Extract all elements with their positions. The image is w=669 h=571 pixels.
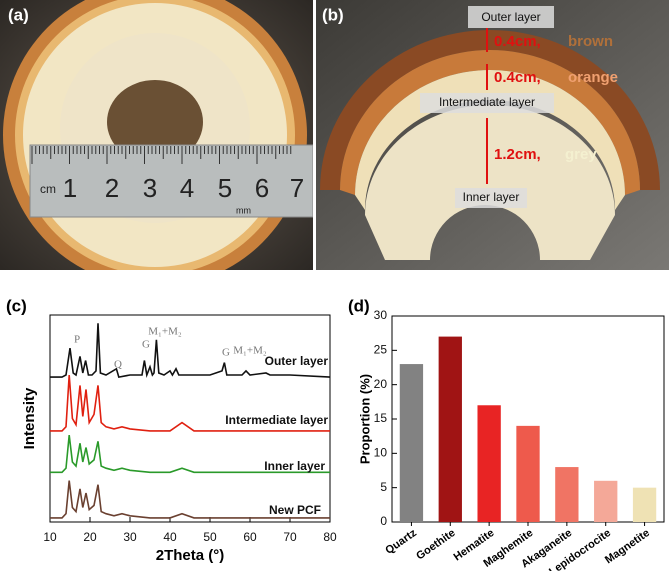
x-tick-label: 50 (203, 530, 217, 544)
ruler-label: 5 (218, 173, 232, 203)
photo-label: Inner layer (463, 190, 520, 204)
curve-label: Outer layer (265, 354, 329, 368)
x-tick-label: 20 (83, 530, 97, 544)
panel-label: (c) (6, 296, 27, 315)
x-tick-label: 30 (123, 530, 137, 544)
photo-a: cm 1 2 3 4 5 6 7 mm (a) (0, 0, 313, 270)
photo-label: Outer layer (481, 10, 540, 24)
x-tick-label: 40 (163, 530, 177, 544)
ruler-label: 7 (290, 173, 304, 203)
y-tick-label: 15 (374, 411, 388, 425)
photo-label: 0.4cm, (494, 33, 541, 50)
peak-annotation: M₁+M₂ (233, 345, 267, 357)
y-tick-label: 30 (374, 308, 388, 322)
xrd-chart: 10 20 30 40 50 60 70 80 Outer layer Intermediate … (6, 296, 337, 563)
peak-annotation: G (142, 339, 150, 351)
curve-label: New PCF (269, 503, 321, 517)
photo-label: grey (565, 146, 597, 163)
peak-annotation: P (74, 334, 80, 346)
ruler-label: 6 (255, 173, 269, 203)
bar-chart: 051015202530QuartzGoethiteHematiteMaghem… (348, 296, 665, 571)
peak-annotation: G (222, 347, 230, 359)
y-tick-label: 0 (380, 514, 387, 528)
ruler-unit: mm (236, 205, 251, 215)
bar (594, 480, 618, 522)
plot-frame (49, 314, 331, 523)
x-axis-title: 2Theta (°) (156, 547, 225, 564)
y-tick-label: 5 (380, 480, 387, 494)
x-tick-label: 10 (43, 530, 57, 544)
ruler-label: 1 (63, 173, 77, 203)
xrd-line (50, 480, 330, 519)
xrd-line (50, 435, 330, 474)
photo-label: brown (568, 33, 613, 50)
y-tick-label: 10 (374, 446, 388, 460)
bar (438, 336, 462, 522)
photo-label: 1.2cm, (494, 146, 541, 163)
xrd-line (50, 374, 330, 432)
panel-label: (b) (322, 5, 344, 24)
x-tick-label: 80 (323, 530, 337, 544)
x-tick-label: 70 (283, 530, 297, 544)
photo-b: Outer layer 0.4cm, brown 0.4cm, orange I… (316, 0, 669, 270)
bar (555, 467, 579, 522)
photo-label: Intermediate layer (439, 95, 535, 109)
xrd-line (50, 323, 331, 379)
panel-label: (a) (8, 5, 29, 24)
ruler-label: 3 (143, 173, 157, 203)
bar (399, 364, 424, 522)
peak-annotation: M₁+M₂ (148, 326, 182, 338)
y-axis-title: Intensity (21, 387, 38, 449)
ruler-label: cm (40, 182, 56, 196)
x-tick-label: Goethite (414, 527, 457, 562)
y-axis-title: Proportion (%) (357, 374, 372, 464)
curve-label: Intermediate layer (225, 413, 328, 427)
bar (632, 487, 657, 522)
photo-label: orange (568, 69, 618, 86)
bar (477, 405, 501, 522)
panel-label: (d) (348, 296, 370, 315)
curve-label: Inner layer (264, 459, 325, 473)
x-tick-label: Magnetite (603, 527, 652, 566)
y-tick-label: 25 (374, 343, 388, 357)
photo-label: 0.4cm, (494, 69, 541, 86)
y-tick-label: 20 (374, 377, 388, 391)
ruler-label: 4 (180, 173, 194, 203)
ruler-label: 2 (105, 173, 119, 203)
peak-annotation: Q (114, 359, 122, 371)
bar (516, 425, 540, 522)
x-tick-label: 60 (243, 530, 257, 544)
